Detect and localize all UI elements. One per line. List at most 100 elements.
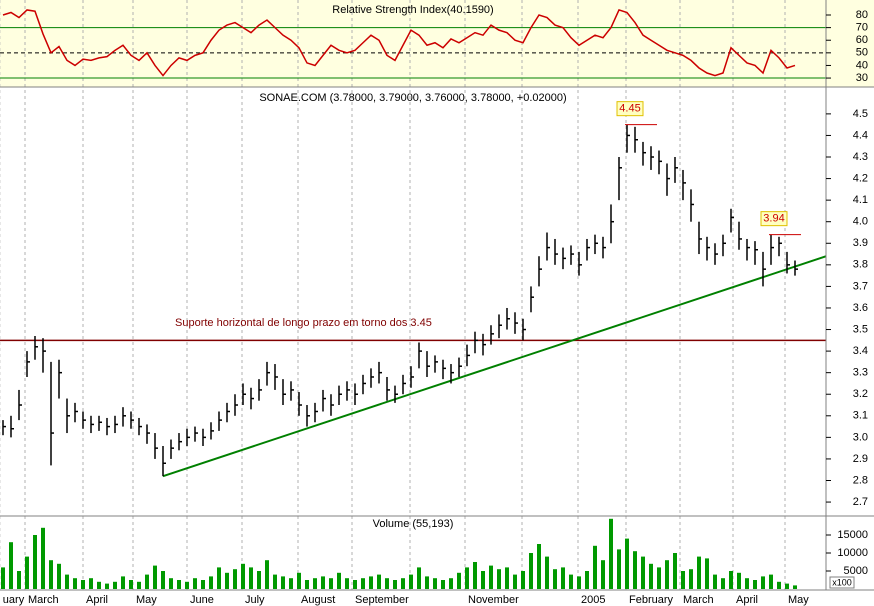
- volume-bar: [337, 572, 341, 589]
- volume-bar: [641, 556, 645, 589]
- y-tick-label: 5000: [844, 565, 868, 577]
- labels: uary March April May June July August September…: [3, 9, 868, 606]
- volume-bar: [385, 578, 389, 589]
- y-tick-label: 4.5: [853, 108, 868, 120]
- volume-bar: [289, 578, 293, 589]
- volume-bar: [633, 551, 637, 589]
- volume-bar: [65, 574, 69, 589]
- x-tick-label: May: [788, 594, 809, 606]
- volume-bar: [369, 576, 373, 589]
- x-tick-label: April: [736, 594, 758, 606]
- volume-bar: [713, 574, 717, 589]
- volume-bar: [529, 553, 533, 589]
- price-title: SONAE.COM (3.78000, 3.79000, 3.76000, 3.…: [259, 92, 566, 104]
- volume-bar: [25, 556, 29, 589]
- volume-bar: [281, 576, 285, 589]
- unit-box: [829, 576, 855, 589]
- volume-bar: [537, 544, 541, 589]
- annotation-label: 4.45: [619, 103, 640, 115]
- rsi-line: [2, 9, 796, 77]
- volume-bar: [185, 581, 189, 589]
- volume-bar: [321, 576, 325, 589]
- y-tick-label: 3.2: [853, 388, 868, 400]
- volume-bar: [521, 571, 525, 589]
- y-tick-label: 3.8: [853, 259, 868, 271]
- volume-bar: [609, 518, 613, 589]
- y-tick-label: 3.3: [853, 367, 868, 379]
- volume-bar: [505, 567, 509, 589]
- volume-title: Volume (55,193): [373, 518, 454, 530]
- volume-bar: [745, 578, 749, 589]
- y-tick-label: 3.1: [853, 410, 868, 422]
- grid: [0, 0, 786, 590]
- volume-bar: [553, 569, 557, 589]
- volume-bar: [121, 576, 125, 589]
- volume-bar: [585, 571, 589, 589]
- volume-bar: [217, 567, 221, 589]
- volume-bar: [193, 578, 197, 589]
- volume-bar: [241, 563, 245, 589]
- volume-bar: [697, 556, 701, 589]
- price-panel: [0, 88, 826, 516]
- volume-bar: [489, 565, 493, 589]
- annotation-box: [616, 101, 644, 117]
- volume-bar: [113, 581, 117, 589]
- volume-bar: [705, 558, 709, 589]
- y-tick-label: 2.9: [853, 453, 868, 465]
- volume-bar: [329, 578, 333, 589]
- volume-bar: [649, 563, 653, 589]
- volume-bar: [73, 578, 77, 589]
- volume-bar: [785, 583, 789, 589]
- volume-bar: [273, 574, 277, 589]
- x-tick-label: April: [86, 594, 108, 606]
- volume-bar: [89, 578, 93, 589]
- volume-bar: [177, 580, 181, 589]
- volume-bar: [665, 560, 669, 589]
- volume-bar: [777, 581, 781, 589]
- marks: [0, 9, 827, 589]
- x-tick-label: uary: [3, 594, 25, 606]
- y-tick-label: 60: [856, 34, 868, 46]
- x-tick-label: July: [245, 594, 265, 606]
- y-tick-label: 15000: [837, 529, 868, 541]
- volume-bar: [449, 578, 453, 589]
- volume-bar: [729, 571, 733, 589]
- volume-bar: [561, 567, 565, 589]
- volume-bar: [305, 580, 309, 589]
- y-tick-label: 70: [856, 22, 868, 34]
- volume-bar: [49, 560, 53, 589]
- y-tick-label: 3.5: [853, 323, 868, 335]
- volume-bar: [673, 553, 677, 589]
- x-tick-label: March: [683, 594, 714, 606]
- y-tick-label: 4.4: [853, 129, 868, 141]
- volume-bar: [545, 556, 549, 589]
- y-tick-label: 4.2: [853, 172, 868, 184]
- volume-bar: [209, 576, 213, 589]
- trend-line: [162, 255, 827, 478]
- volume-bar: [233, 569, 237, 589]
- volume-bar: [345, 578, 349, 589]
- rsi-title: Relative Strength Index(40.1590): [332, 4, 493, 16]
- volume-bar: [41, 527, 45, 589]
- y-tick-label: 3.0: [853, 431, 868, 443]
- volume-bar: [593, 545, 597, 589]
- y-tick-label: 2.7: [853, 496, 868, 508]
- volume-bar: [297, 572, 301, 589]
- y-tick-label: 80: [856, 9, 868, 21]
- volume-bar: [33, 535, 37, 589]
- volume-bar: [1, 567, 5, 589]
- x-tick-label: March: [28, 594, 59, 606]
- y-tick-label: 50: [856, 47, 868, 59]
- volume-bar: [9, 542, 13, 589]
- volume-bar: [457, 572, 461, 589]
- y-tick-label: 3.6: [853, 302, 868, 314]
- x-tick-label: June: [190, 594, 214, 606]
- support-label: Suporte horizontal de longo prazo em tor…: [175, 317, 432, 329]
- volume-bar: [689, 569, 693, 589]
- volume-bar: [377, 574, 381, 589]
- volume-bar: [769, 574, 773, 589]
- y-tick-label: 30: [856, 72, 868, 84]
- volume-bar: [425, 576, 429, 589]
- volume-bar: [601, 560, 605, 589]
- volume-bar: [313, 578, 317, 589]
